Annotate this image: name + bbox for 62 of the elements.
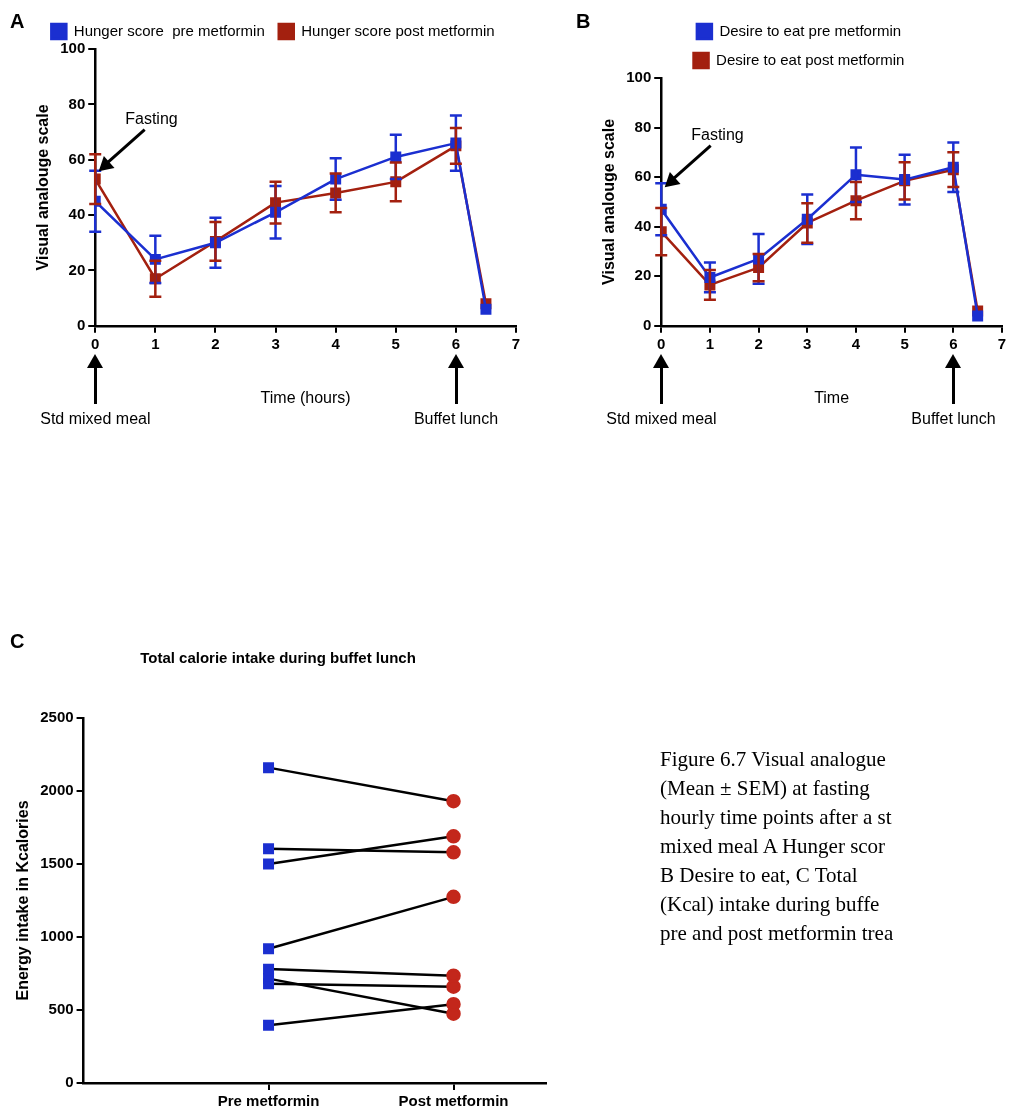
y-tick-label: 40 — [634, 216, 652, 234]
text: Buffet lunch — [911, 409, 996, 428]
y-axis-title: Visual analouge scale — [600, 118, 618, 285]
x-tick-label: 3 — [271, 334, 280, 352]
text: (Mean ± SEM) at fasting — [660, 775, 871, 802]
y-tick-label: 20 — [634, 266, 652, 284]
annotation: Fasting — [691, 125, 744, 144]
x-axis-title: Time — [814, 388, 850, 406]
y-tick-label: 1000 — [40, 927, 74, 945]
x-tick-label: 7 — [997, 334, 1007, 352]
text: Std mixed meal — [40, 409, 151, 428]
y-axis-title: Energy intake in Kcalories — [14, 800, 32, 1001]
legend-label: Hunger score pre metformin — [73, 21, 265, 39]
text: B — [576, 10, 591, 33]
x-tick-label: 4 — [851, 334, 861, 352]
x-tick-label: 2 — [211, 334, 220, 352]
x-tick-label: 5 — [391, 334, 400, 352]
text: pre and post metformin trea — [660, 920, 894, 947]
y-tick-label: 500 — [48, 1000, 74, 1018]
y-tick-label: 2000 — [40, 781, 74, 799]
legend-label: Desire to eat post metformin — [716, 50, 905, 68]
x-tick-label: 7 — [511, 334, 521, 352]
annotation: Fasting — [125, 109, 178, 128]
x-axis-title: Time (hours) — [260, 388, 351, 406]
legend-label: Hunger score post metformin — [301, 21, 495, 39]
text: (Kcal) intake during buffe — [660, 891, 881, 918]
y-tick-label: 1500 — [40, 854, 74, 872]
y-tick-label: 0 — [65, 1073, 74, 1091]
text: C — [10, 630, 25, 653]
x-tick-label: 1 — [151, 334, 160, 352]
y-tick-label: 0 — [76, 315, 86, 333]
x-tick-label: 0 — [91, 334, 100, 352]
x-tick-label: Post metformin — [398, 1092, 509, 1110]
y-tick-label: 0 — [642, 315, 652, 333]
y-tick-label: 20 — [68, 260, 86, 278]
y-tick-label: 60 — [634, 167, 652, 185]
y-tick-label: 80 — [634, 117, 652, 135]
caption: Figure 6.7 Visual analogue — [660, 746, 887, 773]
text: Buffet lunch — [413, 409, 499, 428]
x-tick-label: 2 — [754, 334, 763, 352]
text: A — [10, 10, 25, 33]
x-tick-label: Pre metformin — [217, 1092, 320, 1110]
y-tick-label: 80 — [68, 94, 86, 112]
text: hourly time points after a st — [660, 804, 893, 831]
x-tick-label: 6 — [451, 334, 461, 352]
x-tick-label: 3 — [803, 334, 812, 352]
x-tick-label: 5 — [900, 334, 909, 352]
y-tick-label: 60 — [68, 149, 86, 167]
text: mixed meal A Hunger scor — [660, 833, 887, 860]
y-tick-label: 40 — [68, 205, 86, 223]
text: B Desire to eat, C Total — [660, 862, 859, 889]
x-tick-label: 6 — [949, 334, 958, 352]
y-tick-label: 100 — [60, 39, 86, 57]
y-tick-label: 2500 — [40, 708, 74, 726]
y-axis-title: Visual analouge scale — [34, 104, 52, 271]
y-tick-label: 100 — [626, 68, 652, 86]
x-tick-label: 0 — [657, 334, 666, 352]
legend-label: Desire to eat pre metformin — [719, 21, 902, 39]
chart-title: Total calorie intake during buffet lunch — [140, 649, 416, 667]
x-tick-label: 4 — [331, 334, 341, 352]
text: Std mixed meal — [606, 409, 717, 428]
x-tick-label: 1 — [705, 334, 715, 352]
